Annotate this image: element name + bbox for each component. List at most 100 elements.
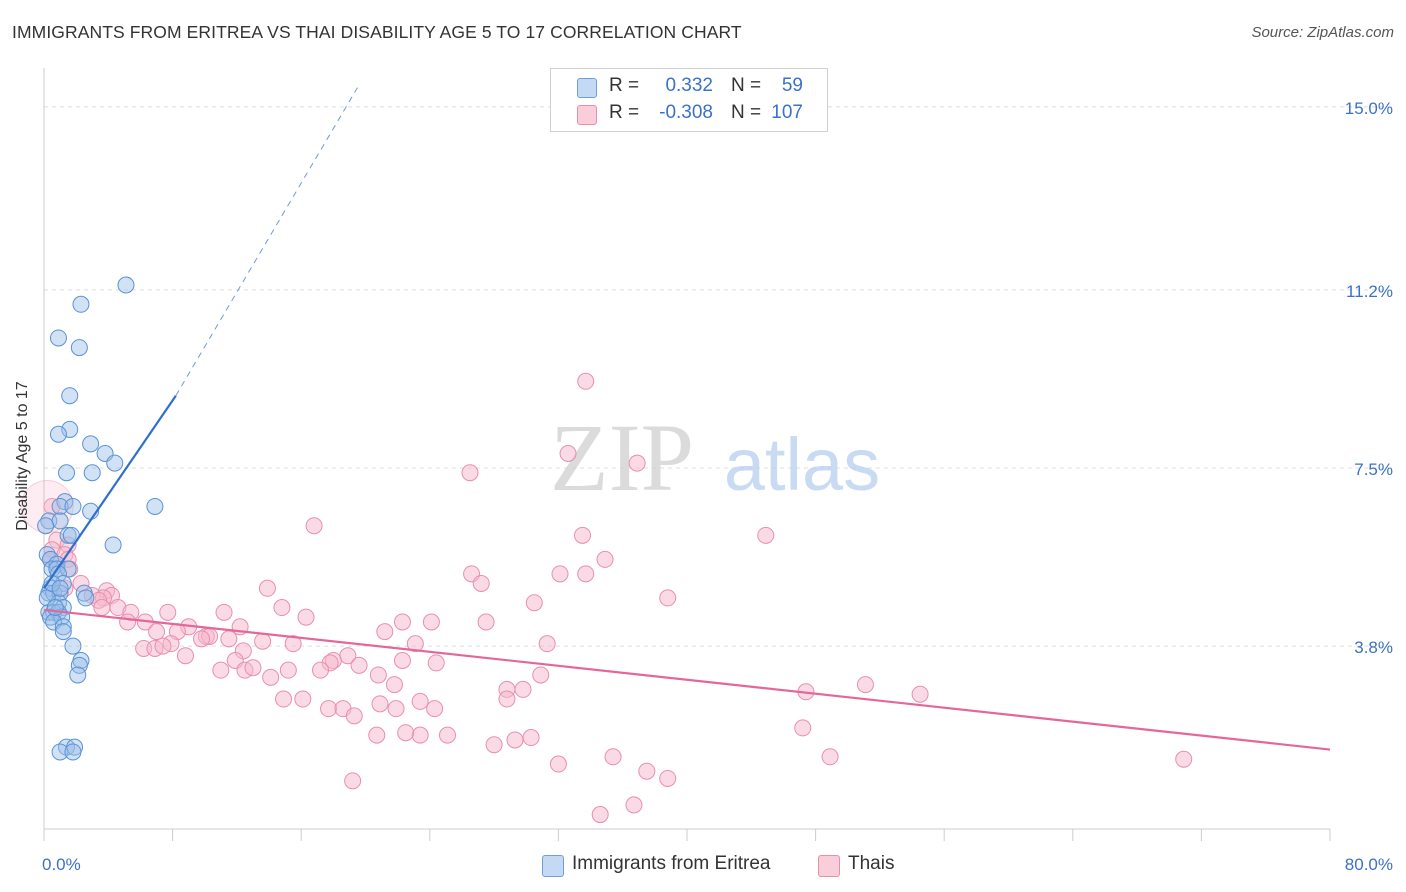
data-point-thais bbox=[305, 517, 323, 535]
data-point-thais bbox=[596, 550, 614, 568]
data-point-eritrea bbox=[61, 420, 79, 438]
data-point-thais bbox=[638, 762, 656, 780]
data-point-thais bbox=[275, 690, 293, 708]
data-point-thais bbox=[273, 599, 291, 617]
data-point-thais bbox=[604, 748, 622, 766]
data-point-thais bbox=[559, 445, 577, 462]
bottom-legend: Immigrants from Eritrea Thais bbox=[0, 852, 1406, 878]
data-point-eritrea bbox=[72, 295, 90, 313]
data-point-thais bbox=[387, 700, 405, 718]
data-point-thais bbox=[258, 579, 276, 597]
data-point-thais bbox=[757, 526, 775, 544]
data-point-thais bbox=[438, 726, 456, 744]
data-point-thais bbox=[574, 526, 592, 544]
data-point-thais bbox=[411, 726, 429, 744]
x-tick-label: 80.0% bbox=[1345, 855, 1393, 874]
data-point-thais bbox=[376, 623, 394, 641]
data-point-eritrea bbox=[70, 339, 88, 357]
watermark: ZIP atlas bbox=[550, 404, 880, 511]
chart-title: IMMIGRANTS FROM ERITREA VS THAI DISABILI… bbox=[12, 22, 742, 42]
data-point-thais bbox=[385, 676, 403, 694]
data-point-thais bbox=[551, 565, 569, 583]
data-point-eritrea bbox=[51, 497, 69, 515]
data-point-eritrea bbox=[46, 599, 64, 617]
legend: R = 0.332 N = 59 R = -0.308 N = 107 bbox=[550, 68, 828, 132]
data-point-eritrea bbox=[83, 464, 101, 482]
data-point-thais bbox=[538, 635, 556, 653]
data-point-eritrea bbox=[37, 517, 55, 535]
trend-lines bbox=[43, 87, 1331, 751]
data-point-thais bbox=[368, 726, 386, 744]
source-label: Source: ZipAtlas.com bbox=[1251, 24, 1394, 41]
data-point-thais bbox=[406, 635, 424, 653]
data-point-eritrea bbox=[146, 497, 164, 515]
data-point-thais bbox=[794, 719, 812, 737]
data-point-eritrea bbox=[51, 512, 69, 530]
data-point-thais bbox=[628, 454, 646, 472]
data-point-thais bbox=[422, 613, 440, 631]
y-tick-label: 11.2% bbox=[1346, 282, 1393, 301]
data-point-eritrea bbox=[56, 493, 74, 511]
data-point-thais bbox=[577, 372, 595, 390]
data-point-eritrea bbox=[104, 536, 122, 554]
data-point-thais bbox=[369, 666, 387, 684]
trend-line-eritrea-extension bbox=[175, 87, 358, 396]
legend-row-eritrea: R = 0.332 N = 59 bbox=[551, 73, 827, 101]
data-point-thais bbox=[279, 661, 297, 679]
legend-r-label: R = bbox=[609, 102, 640, 123]
data-point-eritrea bbox=[82, 435, 100, 453]
data-point-thais bbox=[514, 680, 532, 698]
series-eritrea bbox=[37, 276, 164, 761]
data-point-thais bbox=[659, 769, 677, 787]
data-point-eritrea bbox=[54, 623, 72, 641]
data-point-thais bbox=[461, 464, 479, 482]
data-point-thais bbox=[297, 608, 315, 626]
data-point-thais bbox=[856, 676, 874, 694]
legend-swatch-blue bbox=[577, 78, 597, 98]
data-point-eritrea bbox=[54, 618, 72, 636]
trend-line-thais bbox=[43, 608, 1331, 751]
grid-lines bbox=[44, 106, 1395, 647]
data-point-eritrea bbox=[77, 589, 95, 607]
data-point-thais bbox=[254, 632, 272, 650]
legend-r-value: -0.308 bbox=[659, 102, 713, 123]
data-point-thais bbox=[371, 695, 389, 713]
data-point-eritrea bbox=[117, 276, 135, 294]
data-point-eritrea bbox=[51, 579, 69, 597]
trend-line-eritrea bbox=[43, 395, 177, 589]
data-point-eritrea bbox=[106, 454, 124, 472]
data-point-thais bbox=[549, 755, 567, 773]
bottom-legend-swatch-pink bbox=[818, 855, 840, 877]
data-point-thais bbox=[485, 736, 503, 754]
watermark-atlas: atlas bbox=[724, 423, 880, 506]
legend-swatch-pink bbox=[577, 105, 597, 125]
bottom-legend-swatch-blue bbox=[542, 855, 564, 877]
series-thais bbox=[20, 372, 1193, 824]
bottom-legend-label: Thais bbox=[848, 853, 895, 874]
data-point-thais bbox=[522, 729, 540, 747]
data-point-thais bbox=[911, 685, 929, 703]
legend-n-value: 59 bbox=[781, 75, 803, 96]
data-point-eritrea bbox=[49, 425, 67, 443]
data-point-thais bbox=[148, 623, 166, 641]
legend-n-label: N = bbox=[731, 102, 762, 123]
data-point-eritrea bbox=[69, 666, 87, 684]
data-point-thais bbox=[212, 661, 230, 679]
y-axis-label-wrap: Disability Age 5 to 17 bbox=[14, 307, 32, 530]
data-point-eritrea bbox=[61, 387, 79, 405]
data-point-thais bbox=[393, 652, 411, 670]
data-point-thais bbox=[532, 666, 550, 684]
data-point-thais bbox=[393, 613, 411, 631]
data-point-thais bbox=[154, 637, 172, 655]
data-point-thais bbox=[821, 748, 839, 766]
data-point-thais bbox=[591, 806, 609, 824]
data-point-thais bbox=[294, 690, 312, 708]
legend-r-label: R = bbox=[609, 75, 640, 96]
data-point-thais bbox=[397, 724, 415, 742]
data-point-thais bbox=[119, 613, 137, 631]
data-point-thais bbox=[472, 574, 490, 592]
data-point-thais bbox=[1175, 750, 1193, 768]
data-point-thais bbox=[284, 635, 302, 653]
data-point-thais bbox=[427, 654, 445, 672]
y-axis-label: Disability Age 5 to 17 bbox=[14, 381, 31, 531]
